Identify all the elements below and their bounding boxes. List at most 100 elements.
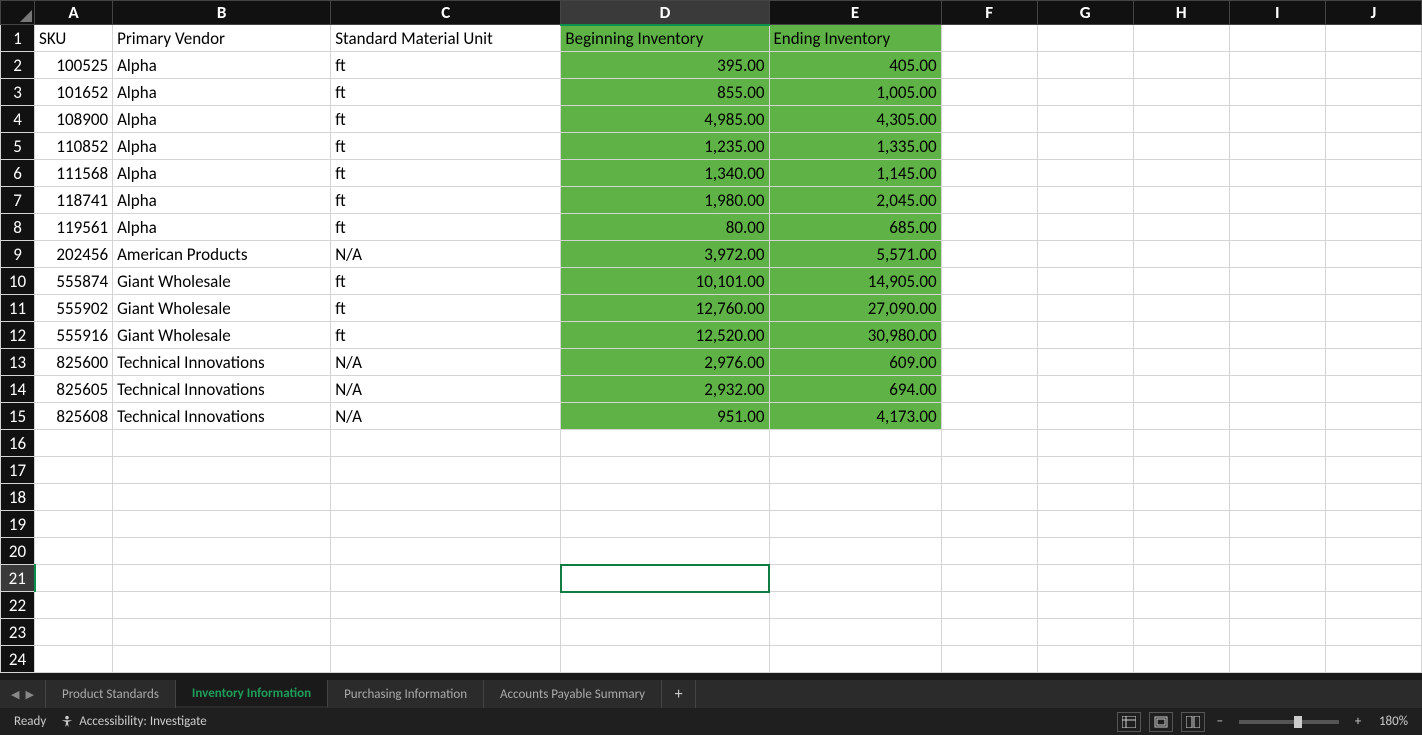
row-header-16[interactable]: 16 <box>1 430 35 457</box>
cell-B9[interactable]: American Products <box>113 241 331 268</box>
cell-I2[interactable] <box>1229 52 1325 79</box>
cell-D16[interactable] <box>561 430 769 457</box>
cell-D11[interactable]: 12,760.00 <box>561 295 769 322</box>
cell-J24[interactable] <box>1325 646 1421 673</box>
cell-F8[interactable] <box>941 214 1037 241</box>
cell-C4[interactable]: ft <box>331 106 561 133</box>
cell-F14[interactable] <box>941 376 1037 403</box>
cell-A5[interactable]: 110852 <box>35 133 113 160</box>
sheet-tab[interactable]: Inventory Information <box>176 680 328 708</box>
cell-D23[interactable] <box>561 619 769 646</box>
cell-J15[interactable] <box>1325 403 1421 430</box>
cell-F18[interactable] <box>941 484 1037 511</box>
cell-J12[interactable] <box>1325 322 1421 349</box>
cell-E1[interactable]: Ending Inventory <box>769 25 941 52</box>
cell-J9[interactable] <box>1325 241 1421 268</box>
zoom-out-button[interactable]: − <box>1213 714 1227 729</box>
cell-J18[interactable] <box>1325 484 1421 511</box>
column-header-C[interactable]: C <box>331 1 561 25</box>
cell-B7[interactable]: Alpha <box>113 187 331 214</box>
cell-F24[interactable] <box>941 646 1037 673</box>
column-header-G[interactable]: G <box>1037 1 1133 25</box>
cell-G20[interactable] <box>1037 538 1133 565</box>
row-header-24[interactable]: 24 <box>1 646 35 673</box>
cell-H4[interactable] <box>1133 106 1229 133</box>
cell-D7[interactable]: 1,980.00 <box>561 187 769 214</box>
cell-B13[interactable]: Technical Innovations <box>113 349 331 376</box>
cell-F4[interactable] <box>941 106 1037 133</box>
cell-E3[interactable]: 1,005.00 <box>769 79 941 106</box>
cell-J6[interactable] <box>1325 160 1421 187</box>
cell-E8[interactable]: 685.00 <box>769 214 941 241</box>
cell-C9[interactable]: N/A <box>331 241 561 268</box>
cell-B14[interactable]: Technical Innovations <box>113 376 331 403</box>
row-header-17[interactable]: 17 <box>1 457 35 484</box>
row-header-5[interactable]: 5 <box>1 133 35 160</box>
cell-I22[interactable] <box>1229 592 1325 619</box>
column-header-J[interactable]: J <box>1325 1 1421 25</box>
cell-E4[interactable]: 4,305.00 <box>769 106 941 133</box>
sheet-nav-buttons[interactable]: ◀ ▶ <box>0 680 46 708</box>
cell-H3[interactable] <box>1133 79 1229 106</box>
cell-A10[interactable]: 555874 <box>35 268 113 295</box>
cell-G9[interactable] <box>1037 241 1133 268</box>
row-header-15[interactable]: 15 <box>1 403 35 430</box>
cell-B6[interactable]: Alpha <box>113 160 331 187</box>
zoom-level[interactable]: 180% <box>1379 714 1408 729</box>
cell-G19[interactable] <box>1037 511 1133 538</box>
row-header-12[interactable]: 12 <box>1 322 35 349</box>
cell-I15[interactable] <box>1229 403 1325 430</box>
cell-B1[interactable]: Primary Vendor <box>113 25 331 52</box>
cell-J3[interactable] <box>1325 79 1421 106</box>
cell-F13[interactable] <box>941 349 1037 376</box>
cell-H19[interactable] <box>1133 511 1229 538</box>
cell-J22[interactable] <box>1325 592 1421 619</box>
select-all-corner[interactable] <box>1 1 35 25</box>
cell-A11[interactable]: 555902 <box>35 295 113 322</box>
row-header-14[interactable]: 14 <box>1 376 35 403</box>
cell-B15[interactable]: Technical Innovations <box>113 403 331 430</box>
cell-G7[interactable] <box>1037 187 1133 214</box>
cell-G4[interactable] <box>1037 106 1133 133</box>
cell-J16[interactable] <box>1325 430 1421 457</box>
cell-H21[interactable] <box>1133 565 1229 592</box>
cell-H23[interactable] <box>1133 619 1229 646</box>
cell-C3[interactable]: ft <box>331 79 561 106</box>
cell-D15[interactable]: 951.00 <box>561 403 769 430</box>
row-header-10[interactable]: 10 <box>1 268 35 295</box>
cell-H15[interactable] <box>1133 403 1229 430</box>
cell-F5[interactable] <box>941 133 1037 160</box>
cell-H5[interactable] <box>1133 133 1229 160</box>
cell-C8[interactable]: ft <box>331 214 561 241</box>
cell-H22[interactable] <box>1133 592 1229 619</box>
cell-B12[interactable]: Giant Wholesale <box>113 322 331 349</box>
cell-F21[interactable] <box>941 565 1037 592</box>
cell-G21[interactable] <box>1037 565 1133 592</box>
column-header-F[interactable]: F <box>941 1 1037 25</box>
cell-F3[interactable] <box>941 79 1037 106</box>
cell-F2[interactable] <box>941 52 1037 79</box>
cell-D2[interactable]: 395.00 <box>561 52 769 79</box>
row-header-19[interactable]: 19 <box>1 511 35 538</box>
cell-I17[interactable] <box>1229 457 1325 484</box>
cell-G17[interactable] <box>1037 457 1133 484</box>
cell-C21[interactable] <box>331 565 561 592</box>
sheet-tab[interactable]: Purchasing Information <box>328 680 484 708</box>
cell-H13[interactable] <box>1133 349 1229 376</box>
cell-E9[interactable]: 5,571.00 <box>769 241 941 268</box>
accessibility-status[interactable]: Accessibility: Investigate <box>60 714 207 729</box>
cell-G10[interactable] <box>1037 268 1133 295</box>
cell-E12[interactable]: 30,980.00 <box>769 322 941 349</box>
cell-C5[interactable]: ft <box>331 133 561 160</box>
cell-H16[interactable] <box>1133 430 1229 457</box>
cell-B4[interactable]: Alpha <box>113 106 331 133</box>
cell-I11[interactable] <box>1229 295 1325 322</box>
cell-I10[interactable] <box>1229 268 1325 295</box>
cell-H20[interactable] <box>1133 538 1229 565</box>
cell-G18[interactable] <box>1037 484 1133 511</box>
cell-H9[interactable] <box>1133 241 1229 268</box>
cell-D14[interactable]: 2,932.00 <box>561 376 769 403</box>
cell-C24[interactable] <box>331 646 561 673</box>
cell-J7[interactable] <box>1325 187 1421 214</box>
row-header-11[interactable]: 11 <box>1 295 35 322</box>
